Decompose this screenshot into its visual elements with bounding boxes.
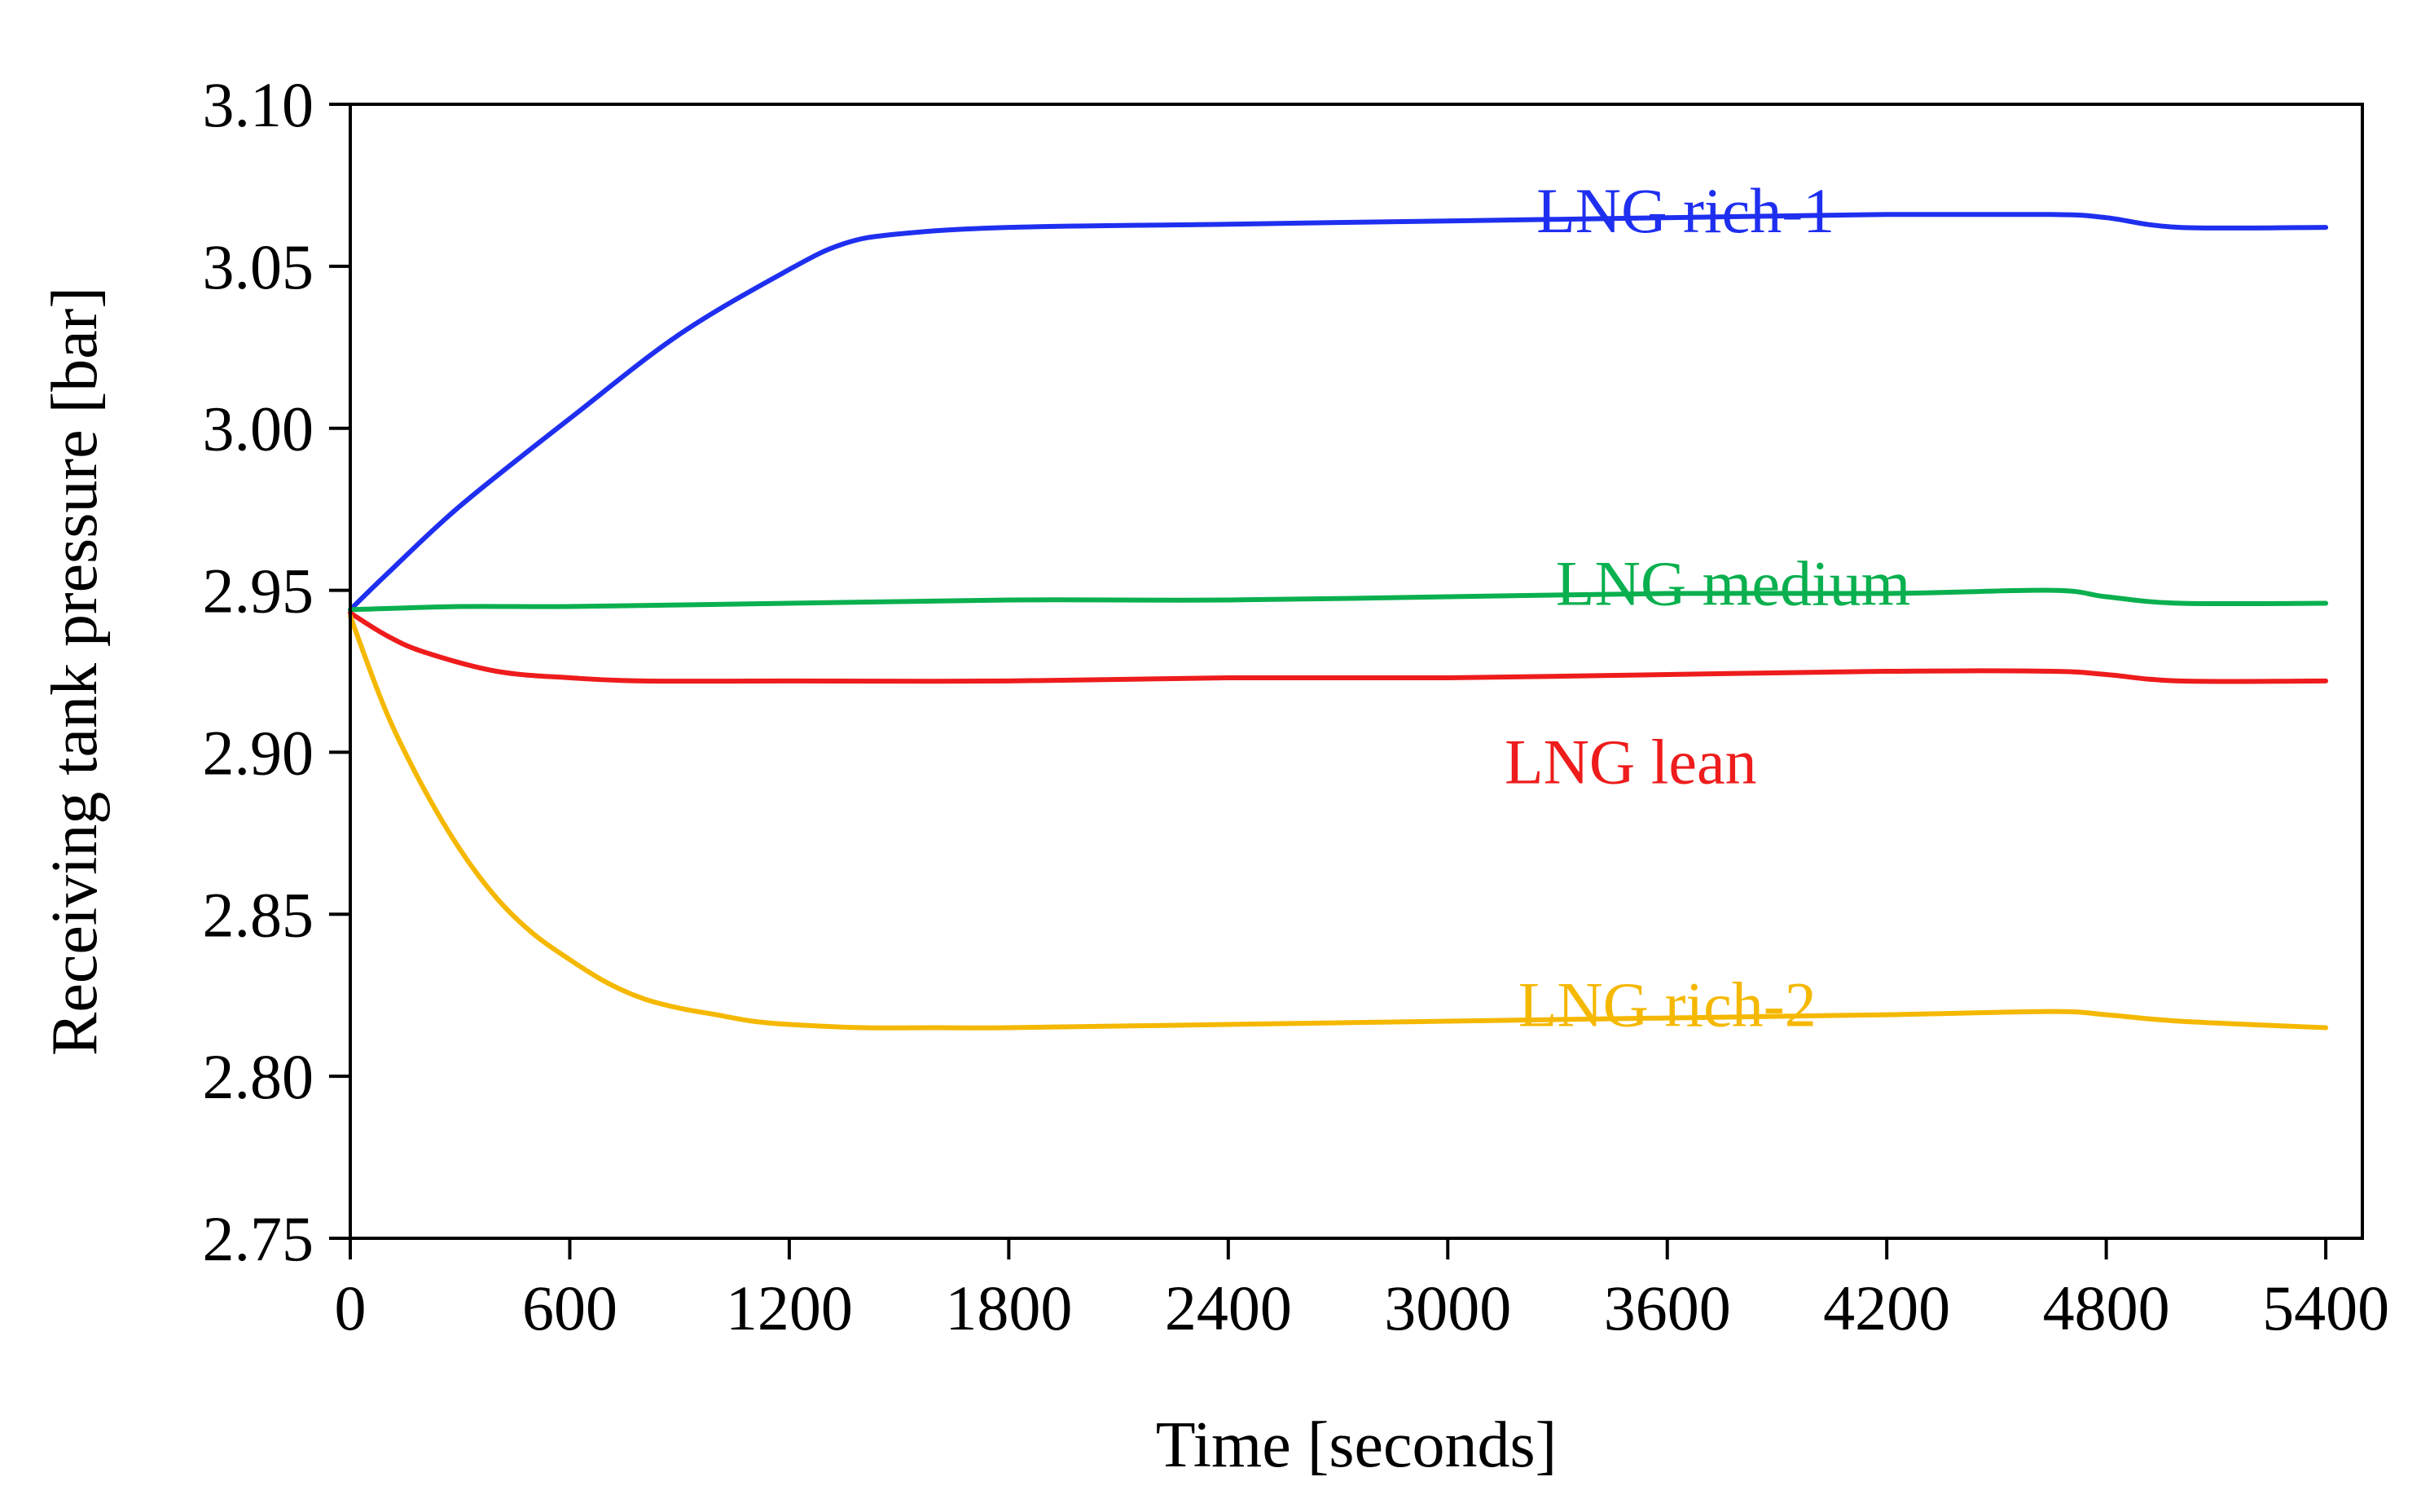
y-tick-label: 3.05 <box>203 231 314 302</box>
x-tick-label: 600 <box>522 1272 617 1343</box>
series-label-lng-medium: LNG medium <box>1556 548 1910 619</box>
y-tick-label: 2.95 <box>203 556 314 626</box>
y-tick-label: 2.80 <box>203 1041 314 1112</box>
x-tick-label: 1800 <box>945 1272 1072 1343</box>
series-label-lng-rich-1: LNG rich-1 <box>1536 175 1834 246</box>
series-line-lng-lean <box>348 610 2329 684</box>
x-tick-label: 5400 <box>2262 1272 2389 1343</box>
x-tick-label: 4200 <box>1823 1272 1950 1343</box>
x-tick-label: 3600 <box>1604 1272 1731 1343</box>
series-label-lng-lean: LNG lean <box>1505 726 1757 797</box>
y-tick-label: 2.75 <box>203 1203 314 1274</box>
x-tick-label: 2400 <box>1165 1272 1292 1343</box>
series-line-lng-rich-1 <box>348 211 2329 613</box>
series-labels: LNG rich-1 LNG medium LNG lean LNG rich-2 <box>1505 175 1910 1040</box>
y-tick-label: 2.85 <box>203 879 314 950</box>
x-axis-ticks: 0 600 1200 1800 2400 3000 3600 4200 4800 5400 <box>335 1238 2389 1343</box>
y-axis-ticks: 2.75 2.80 2.85 2.90 2.95 3.00 3.05 3.10 <box>203 69 350 1274</box>
y-axis-title: Receiving tank pressure [bar] <box>39 287 111 1056</box>
x-tick-label: 4800 <box>2043 1272 2170 1343</box>
x-tick-label: 3000 <box>1384 1272 1511 1343</box>
x-axis-title: Time [seconds] <box>1156 1409 1558 1481</box>
series-line-lng-rich-2 <box>348 613 2329 1031</box>
x-tick-label: 0 <box>335 1272 367 1343</box>
y-tick-label: 3.00 <box>203 393 314 464</box>
series-line-lng-medium <box>348 587 2329 613</box>
series-label-lng-rich-2: LNG rich-2 <box>1518 969 1817 1040</box>
series-lines <box>348 211 2329 1031</box>
y-tick-label: 2.90 <box>203 717 314 788</box>
plot-frame <box>349 103 2364 1240</box>
x-tick-label: 1200 <box>726 1272 853 1343</box>
y-tick-label: 3.10 <box>203 69 314 140</box>
